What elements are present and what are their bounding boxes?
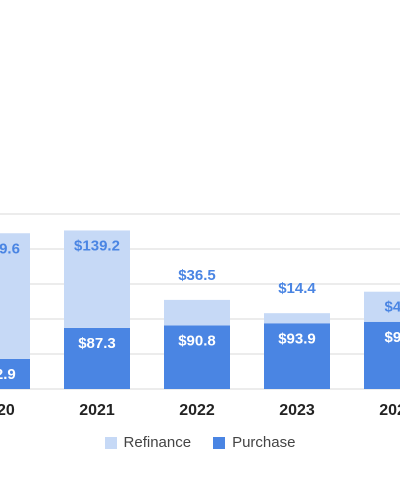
data-label-purchase: $90.8 (178, 332, 216, 349)
bar-refinance (364, 291, 400, 322)
data-label-refinance: $36.5 (178, 267, 216, 284)
legend-item-refinance: Refinance (104, 434, 192, 451)
bar-purchase (364, 321, 400, 389)
legend-swatch-purchase (213, 436, 226, 449)
bar-refinance (164, 299, 230, 326)
data-label-purchase: $93.9 (278, 330, 316, 347)
legend: Refinance Purchase (0, 434, 400, 451)
legend-label-purchase: Purchase (232, 434, 296, 451)
x-tick-label: 2022 (179, 402, 215, 419)
bar-purchase (64, 327, 130, 389)
bar-purchase (164, 325, 230, 389)
bar-purchase (0, 358, 30, 389)
bar-refinance (264, 313, 330, 324)
data-label-refinance: $179.6 (0, 240, 20, 257)
data-label-purchase: $42.9 (0, 366, 16, 383)
x-tick-label: 2024 (379, 402, 400, 419)
data-label-purchase: $87.3 (78, 335, 116, 352)
data-labels: $42.9 $179.6 $87.3 $139.2 $90.8 $36.5 $93.9 $14… (0, 237, 400, 383)
x-tick-label: 2023 (279, 402, 315, 419)
data-label-refinance: $14.4 (278, 280, 316, 297)
x-tick-label: 2021 (79, 402, 115, 419)
legend-swatch-refinance (104, 436, 117, 449)
bars (0, 230, 400, 389)
legend-label-refinance: Refinance (123, 434, 192, 451)
bar-purchase (264, 323, 330, 389)
bar-refinance (64, 230, 130, 328)
bar-refinance (0, 233, 30, 359)
data-label-purchase: $96 (384, 329, 400, 346)
data-label-refinance: $43 (384, 299, 400, 316)
legend-item-purchase: Purchase (213, 434, 295, 451)
data-label-refinance: $139.2 (74, 237, 120, 254)
